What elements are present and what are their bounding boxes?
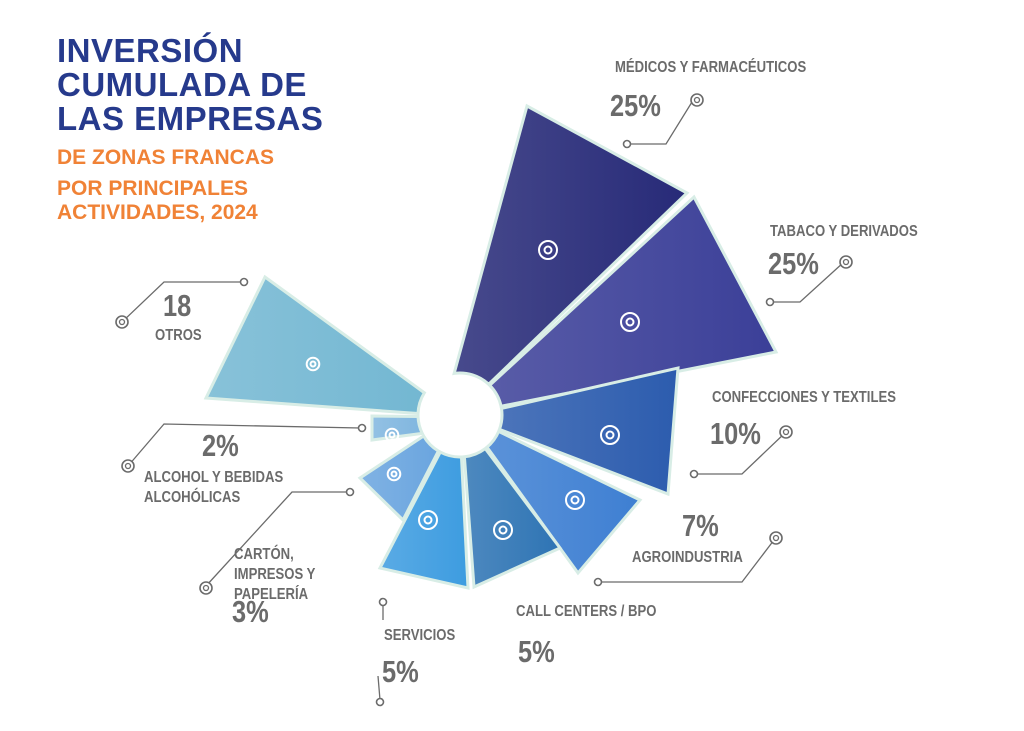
label-name-tabaco: TABACO Y DERIVADOS <box>770 223 918 240</box>
label-value-alcohol: 2% <box>202 428 239 463</box>
leader-dot <box>378 597 388 607</box>
segment-alcohol-y-bebidas-alcoh-licas <box>370 414 425 442</box>
label-value-otros: 18 <box>163 288 192 323</box>
leader-line <box>205 491 350 587</box>
subtitle-line-2: POR PRINCIPALES <box>57 177 248 200</box>
bottle-glass-icon <box>384 427 400 443</box>
medicine-icon <box>538 240 558 260</box>
label-name-carton: CARTÓN, IMPRESOS Y PAPELERÍA <box>234 546 316 603</box>
label-value-tabaco: 25% <box>768 246 819 281</box>
leader-dot-inner <box>842 258 850 266</box>
leader-dot <box>121 459 135 473</box>
label-value-confecciones: 10% <box>710 416 761 451</box>
segment-m-dicos-y-farmac-uticos <box>452 103 690 387</box>
leader-dot <box>689 469 699 479</box>
segment-confecciones-y-textiles <box>497 366 680 497</box>
leaf-icon <box>620 312 640 332</box>
leader-dot <box>779 425 793 439</box>
leader-line <box>627 101 693 145</box>
leader-dot <box>375 697 385 707</box>
leader-dot-inner <box>118 318 126 326</box>
label-value-agroindustria: 7% <box>682 508 719 543</box>
leader-line <box>127 423 361 467</box>
subtitle-line-1: DE ZONAS FRANCAS <box>57 146 275 169</box>
leader-dot-inner <box>693 96 701 104</box>
leader-dot <box>239 277 249 287</box>
leader-dot <box>593 577 603 587</box>
barn-icon <box>565 490 585 510</box>
label-name-callcenters: CALL CENTERS / BPO <box>516 603 657 620</box>
label-value-callcenters: 5% <box>518 634 555 669</box>
leader-dot-inner <box>782 428 790 436</box>
leader-dot <box>622 139 632 149</box>
leader-dot <box>345 487 355 497</box>
leader-dot <box>765 297 775 307</box>
leader-dot <box>769 531 783 545</box>
leader-dot-inner <box>124 462 132 470</box>
leader-dot-inner <box>772 534 780 542</box>
hand-gear-icon <box>418 510 438 530</box>
leader-dot <box>839 255 853 269</box>
title-line-3: LAS EMPRESAS <box>57 100 324 137</box>
gear-icon <box>305 356 321 372</box>
leader-line <box>770 261 845 303</box>
paper-stack-icon <box>386 466 402 482</box>
leader-line <box>377 675 381 701</box>
segment-agroindustria <box>484 429 643 576</box>
leader-dot-inner <box>202 584 210 592</box>
leader-line <box>694 431 787 475</box>
label-name-agroindustria: AGROINDUSTRIA <box>632 549 743 566</box>
label-value-servicios: 5% <box>382 654 419 689</box>
headset-agent-icon <box>493 520 513 540</box>
segment-tabaco-y-derivados <box>487 194 779 409</box>
leader-dot <box>690 93 704 107</box>
label-name-servicios: SERVICIOS <box>384 627 456 644</box>
label-name-alcohol: ALCOHOL Y BEBIDAS ALCOHÓLICAS <box>144 469 284 506</box>
label-name-otros: OTROS <box>155 327 202 344</box>
leader-line <box>121 281 244 323</box>
leader-dot <box>357 423 367 433</box>
title-line-1: INVERSIÓN <box>57 32 244 69</box>
label-value-medicos: 25% <box>610 88 661 123</box>
label-name-confecciones: CONFECCIONES Y TEXTILES <box>712 389 896 406</box>
leader-line <box>598 539 775 583</box>
subtitle-line-3: ACTIVIDADES, 2024 <box>57 201 258 224</box>
segment-otros <box>203 274 427 416</box>
textile-weave-icon <box>600 425 620 445</box>
title-line-2: CUMULADA DE <box>57 66 307 103</box>
leader-dot <box>199 581 213 595</box>
segment-call-centers-bpo <box>462 446 563 590</box>
label-name-medicos: MÉDICOS Y FARMACÉUTICOS <box>615 59 807 76</box>
leader-dot <box>115 315 129 329</box>
label-value-carton: 3% <box>232 594 269 629</box>
